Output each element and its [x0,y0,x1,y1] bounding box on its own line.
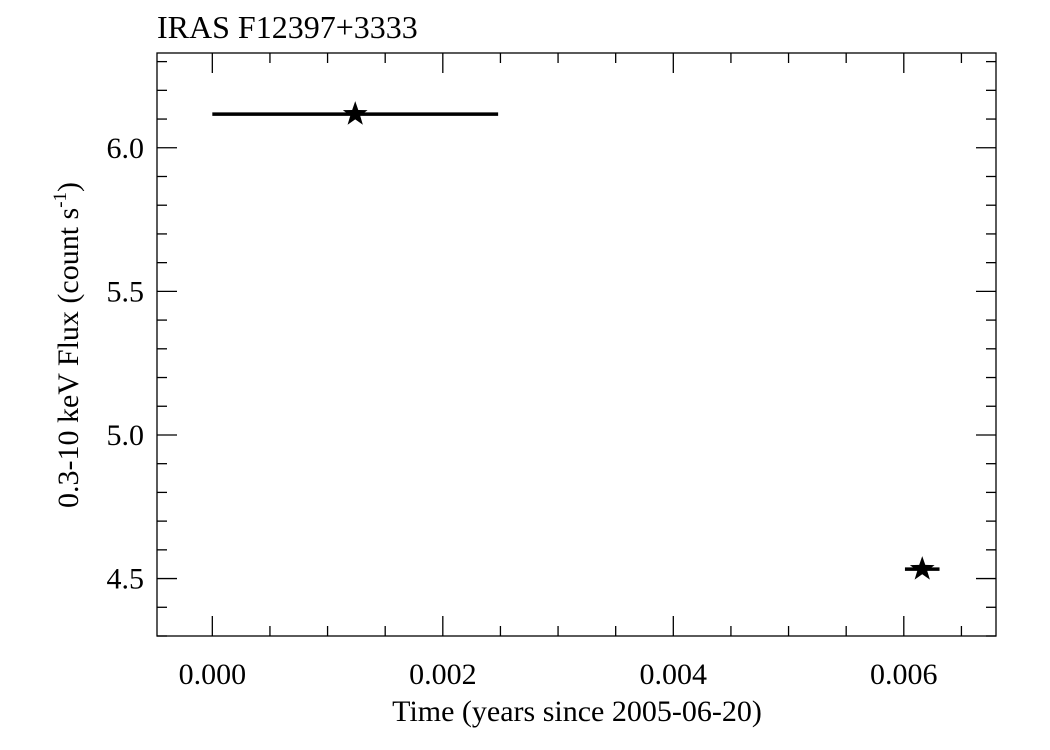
y-tick-label: 4.5 [107,563,145,596]
y-tick-label: 5.5 [107,275,145,308]
x-tick-label: 0.004 [640,658,708,691]
y-axis-tick-labels: 4.5 5.0 5.5 6.0 [107,132,145,596]
x-axis-ticks [211,53,963,636]
y-axis-ticks [157,60,996,637]
x-axis-tick-labels: 0.000 0.002 0.004 0.006 [179,658,938,691]
x-axis-label: Time (years since 2005-06-20) [392,695,762,728]
y-tick-label: 6.0 [107,132,145,165]
data-point-star [342,101,368,125]
y-axis-label-superscript: -1 [50,192,71,208]
data-point-star [909,556,935,580]
x-tick-label: 0.000 [179,658,247,691]
y-tick-label: 5.0 [107,419,145,452]
data-series [212,101,940,580]
x-tick-label: 0.002 [409,658,477,691]
plot-frame [156,52,997,637]
y-axis-label-close: ) [52,182,85,192]
y-axis-label-main: 0.3-10 keV Flux (count s [52,208,85,508]
chart-title: IRAS F12397+3333 [157,9,418,45]
y-axis-label: 0.3-10 keV Flux (count s-1) [50,182,85,508]
x-tick-label: 0.006 [870,658,938,691]
